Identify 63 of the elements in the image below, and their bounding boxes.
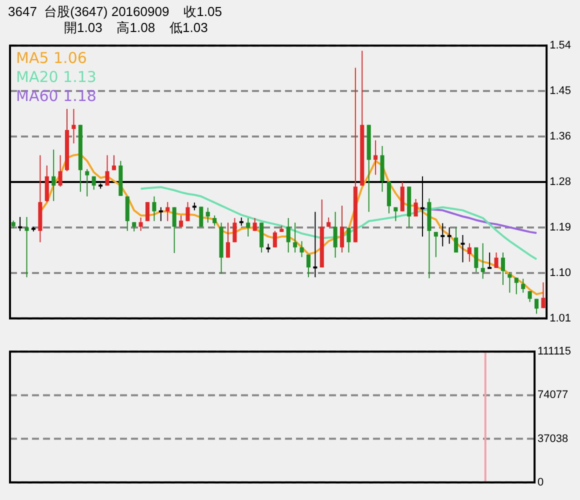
y-tick-label: 1.54	[550, 40, 572, 52]
chart-subtitle: 開1.03 高1.08 低1.03	[63, 20, 209, 36]
candlestick	[326, 217, 331, 228]
candlestick	[179, 214, 184, 228]
candlestick	[132, 222, 136, 232]
candlestick	[92, 176, 96, 190]
candlestick	[186, 202, 190, 222]
candlestick	[467, 242, 472, 262]
candlestick	[58, 154, 62, 188]
text: MA60 1.18	[16, 86, 96, 105]
candlestick	[521, 278, 526, 294]
candlestick	[166, 202, 170, 222]
candlestick	[500, 252, 506, 286]
candlestick	[494, 252, 498, 268]
candlestick	[514, 277, 518, 295]
y-tick-label: 0	[538, 476, 544, 488]
candlestick	[72, 108, 76, 144]
candlestick	[474, 246, 478, 273]
candlestick	[206, 207, 210, 224]
y-tick-label: 111115	[538, 346, 572, 358]
candlestick	[333, 211, 338, 258]
y-tick-label: 1.28	[550, 176, 572, 188]
candlestick	[306, 254, 310, 278]
candlestick	[138, 217, 143, 232]
candlestick	[414, 198, 418, 217]
candlestick	[24, 216, 29, 278]
candlestick	[454, 226, 458, 254]
candlestick	[346, 227, 351, 254]
y-tick-label: 1.19	[550, 221, 572, 234]
chart-title: 3647 台股(3647) 20160909 收1.05	[7, 4, 223, 20]
candlestick	[340, 205, 344, 254]
candlestick	[272, 230, 277, 248]
candlestick	[232, 218, 237, 243]
candlestick	[52, 149, 56, 202]
candlestick	[293, 222, 298, 254]
y-tick-label: 1.45	[550, 85, 572, 98]
candlestick	[541, 282, 546, 309]
text: MA20 1.13	[16, 68, 96, 86]
candlestick	[199, 206, 204, 228]
candlestick	[286, 218, 290, 254]
candlestick	[226, 222, 230, 258]
candlestick	[300, 240, 304, 258]
candlestick	[434, 231, 438, 258]
candlestick	[528, 290, 532, 302]
candlestick	[212, 214, 217, 226]
candlestick	[374, 140, 378, 176]
candlestick	[172, 206, 176, 254]
candlestick	[112, 154, 116, 171]
candlestick	[534, 298, 539, 314]
y-tick-label: 1.10	[550, 266, 572, 279]
y-tick-label: 74077	[538, 389, 568, 402]
candlestick	[152, 196, 156, 222]
y-tick-label: 37038	[538, 432, 568, 445]
candlestick	[508, 272, 512, 294]
text: MA5 1.06	[16, 48, 87, 67]
candlestick	[246, 218, 250, 238]
y-tick-label: 1.36	[550, 130, 572, 143]
candlestick	[394, 206, 398, 222]
candlestick	[480, 242, 485, 280]
candlestick	[105, 154, 110, 186]
candlestick	[85, 168, 90, 197]
candlestick	[252, 218, 257, 232]
y-tick-label: 1.01	[550, 312, 572, 324]
